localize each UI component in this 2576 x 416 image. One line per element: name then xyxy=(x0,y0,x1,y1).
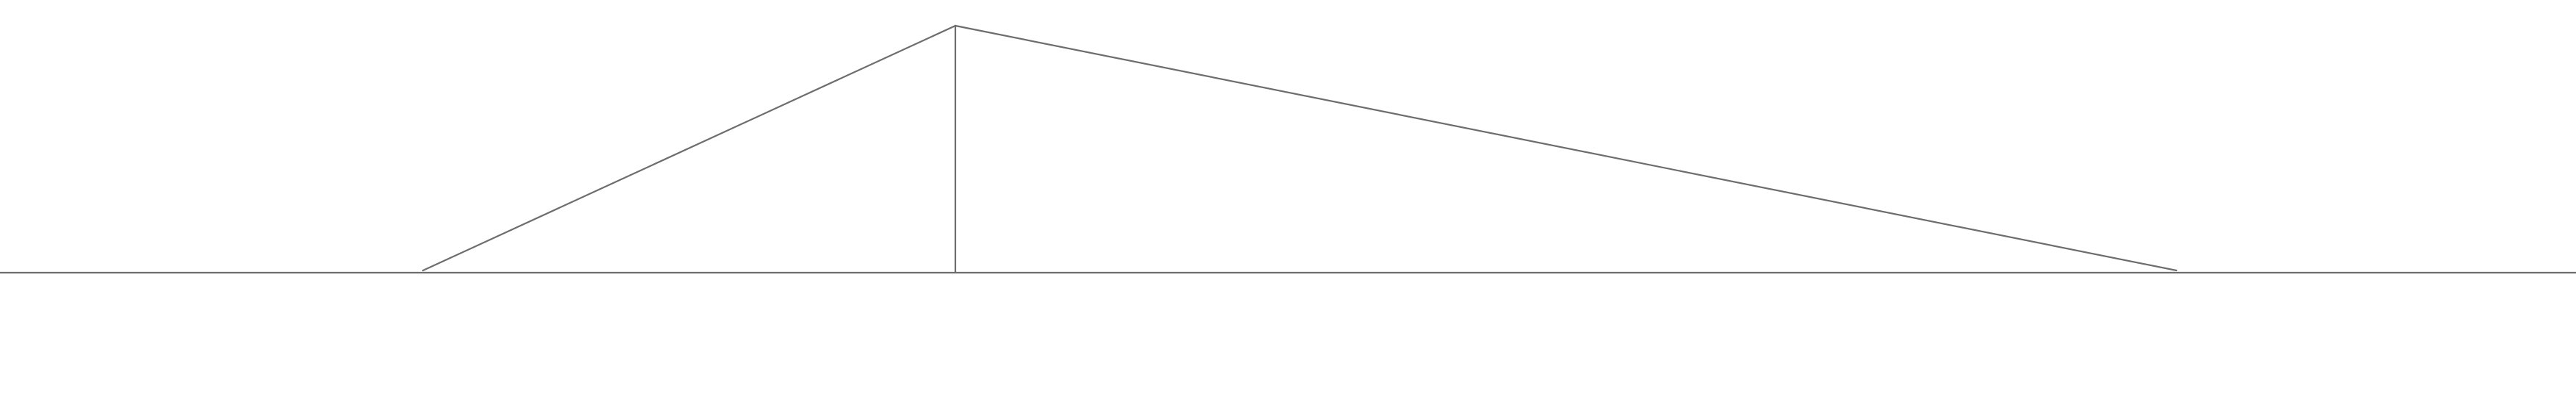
triangle-left-side xyxy=(422,24,957,272)
apex-vertex xyxy=(954,24,957,27)
triangle-right-side xyxy=(954,24,2178,272)
